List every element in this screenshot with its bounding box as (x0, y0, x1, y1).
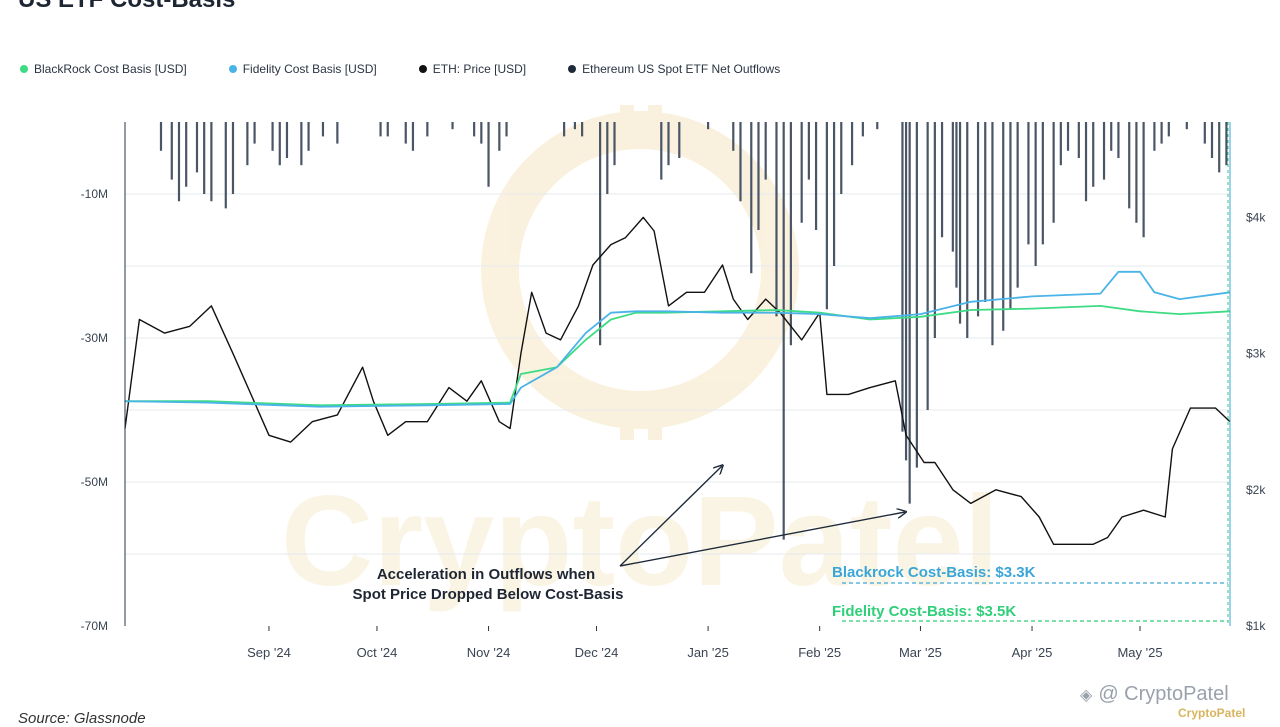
y-left-tick-label: -70M (81, 619, 108, 633)
chart-legend: BlackRock Cost Basis [USD] Fidelity Cost… (20, 62, 780, 76)
watermark-text: CryptoPatel (281, 470, 999, 613)
legend-label: BlackRock Cost Basis [USD] (34, 62, 187, 76)
x-tick-label: May '25 (1117, 645, 1162, 660)
legend-label: Fidelity Cost Basis [USD] (242, 62, 377, 76)
series-lines (124, 216, 1231, 545)
legend-item-etf-outflows[interactable]: Ethereum US Spot ETF Net Outflows (568, 62, 780, 76)
fidelity-cost-basis-usd-line (124, 270, 1231, 408)
annotation-arrow-right (619, 512, 905, 567)
legend-label: Ethereum US Spot ETF Net Outflows (582, 62, 781, 76)
legend-item-fidelity[interactable]: Fidelity Cost Basis [USD] (228, 62, 377, 76)
eth-price-usd-line (124, 216, 1231, 545)
legend-label: ETH: Price [USD] (432, 62, 527, 76)
diamond-logo-icon: ◈ (1080, 686, 1093, 704)
corner-watermark-text: @ CryptoPatel (1098, 683, 1229, 705)
legend-dot-icon (418, 65, 427, 73)
x-tick-label: Oct '24 (357, 645, 398, 660)
x-tick-label: Feb '25 (798, 645, 841, 660)
y-left-tick-label: -10M (81, 187, 108, 201)
y-right-tick-label: $4k (1246, 210, 1266, 224)
annotation-text-line1: Acceleration in Outflows when (377, 566, 595, 583)
grid (125, 193, 1230, 555)
x-tick-label: Nov '24 (467, 645, 511, 660)
watermark-logo (481, 105, 799, 440)
source-note: Source: Glassnode (18, 710, 146, 727)
fidelity-cost-basis-label: Fidelity Cost-Basis: $3.5K (832, 603, 1016, 620)
y-right-tick-label: $3k (1246, 347, 1266, 361)
x-tick-label: Apr '25 (1012, 645, 1053, 660)
annotation-text-line2: Spot Price Dropped Below Cost-Basis (353, 586, 624, 603)
y-right-tick-label: $2k (1246, 483, 1266, 497)
corner-brand-text: CryptoPatel (1178, 706, 1246, 720)
x-tick-label: Mar '25 (899, 645, 942, 660)
y-left-tick-label: -50M (81, 475, 108, 489)
blackrock-cost-basis-label: Blackrock Cost-Basis: $3.3K (832, 564, 1036, 581)
corner-watermark: ◈ @ CryptoPatel (1080, 683, 1229, 706)
x-tick-label: Sep '24 (247, 645, 291, 660)
x-tick-label: Jan '25 (687, 645, 729, 660)
legend-item-eth-price[interactable]: ETH: Price [USD] (418, 62, 527, 76)
annotation-arrow-left (619, 466, 722, 567)
outflow-bars (159, 122, 1228, 540)
legend-dot-icon (568, 65, 577, 73)
x-tick-label: Dec '24 (575, 645, 619, 660)
axes: -10M -30M -50M -70M $4k $3k $2k $1k Sep '24 Oct '… (81, 122, 1266, 660)
y-left-tick-label: -30M (81, 331, 108, 345)
legend-dot-icon (20, 65, 28, 73)
legend-item-blackrock[interactable]: BlackRock Cost Basis [USD] (20, 62, 187, 76)
chart-title: US ETF Cost-Basis (18, 0, 235, 14)
y-right-tick-label: $1k (1246, 619, 1266, 633)
legend-dot-icon (228, 65, 237, 73)
